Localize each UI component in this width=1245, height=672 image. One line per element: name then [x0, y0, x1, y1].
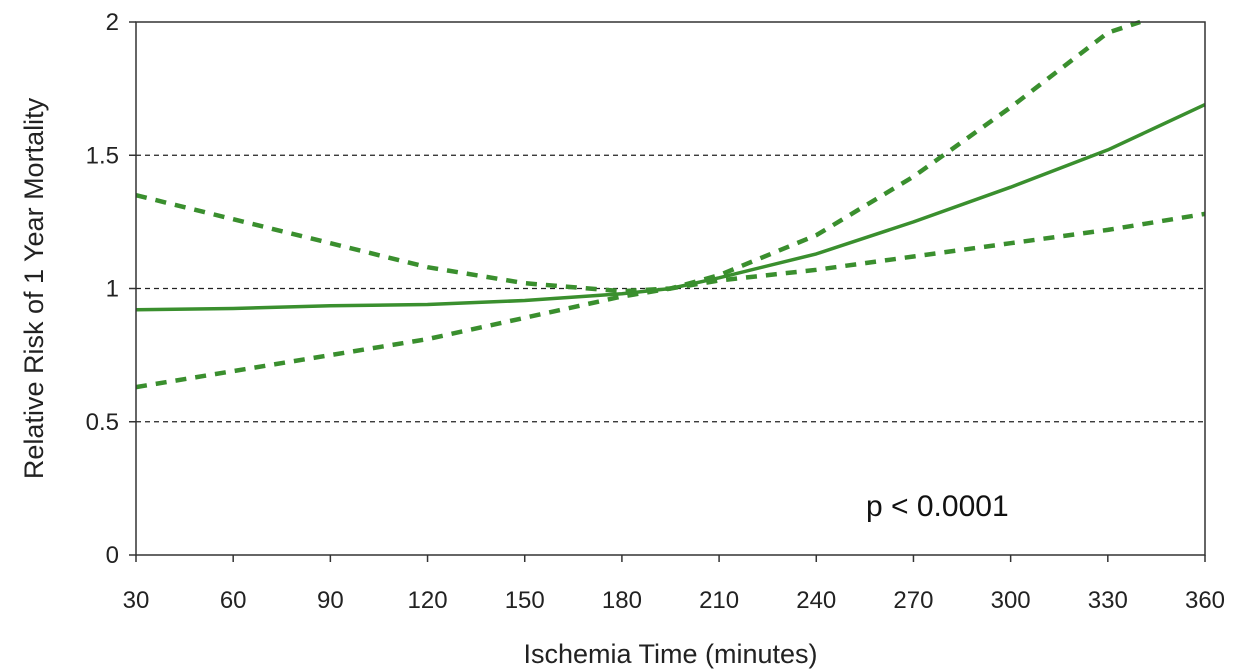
x-tick-label-360: 360 [1185, 587, 1225, 614]
x-tick-label-150: 150 [505, 587, 545, 614]
x-tick-label-60: 60 [220, 587, 247, 614]
series-lines [135, 19, 1206, 390]
y-tick-label-2: 2 [106, 9, 119, 36]
y-tick-label-0.5: 0.5 [86, 409, 119, 436]
upper-bound-line [135, 19, 1141, 294]
y-axis-title: Relative Risk of 1 Year Mortality [19, 97, 49, 479]
lower-bound-line [135, 211, 1206, 390]
p-value-annotation: p < 0.0001 [866, 490, 1009, 523]
x-tick-label-120: 120 [408, 587, 448, 614]
y-tick-label-1.5: 1.5 [86, 142, 119, 169]
estimate-line [135, 103, 1206, 312]
x-tick-label-30: 30 [123, 587, 150, 614]
x-tick-label-270: 270 [893, 587, 933, 614]
x-tick-label-90: 90 [317, 587, 344, 614]
y-tick-label-0: 0 [106, 542, 119, 569]
y-tick-label-1: 1 [106, 276, 119, 303]
x-tick-label-240: 240 [796, 587, 836, 614]
x-tick-label-180: 180 [602, 587, 642, 614]
x-tick-label-210: 210 [699, 587, 739, 614]
x-tick-label-300: 300 [991, 587, 1031, 614]
x-axis-title: Ischemia Time (minutes) [523, 639, 817, 669]
axis-ticks: 30 60 90 120 150 180 210 240 270 300 330 360 0 0.5 1 1.… [86, 9, 1225, 614]
x-tick-label-330: 330 [1088, 587, 1128, 614]
